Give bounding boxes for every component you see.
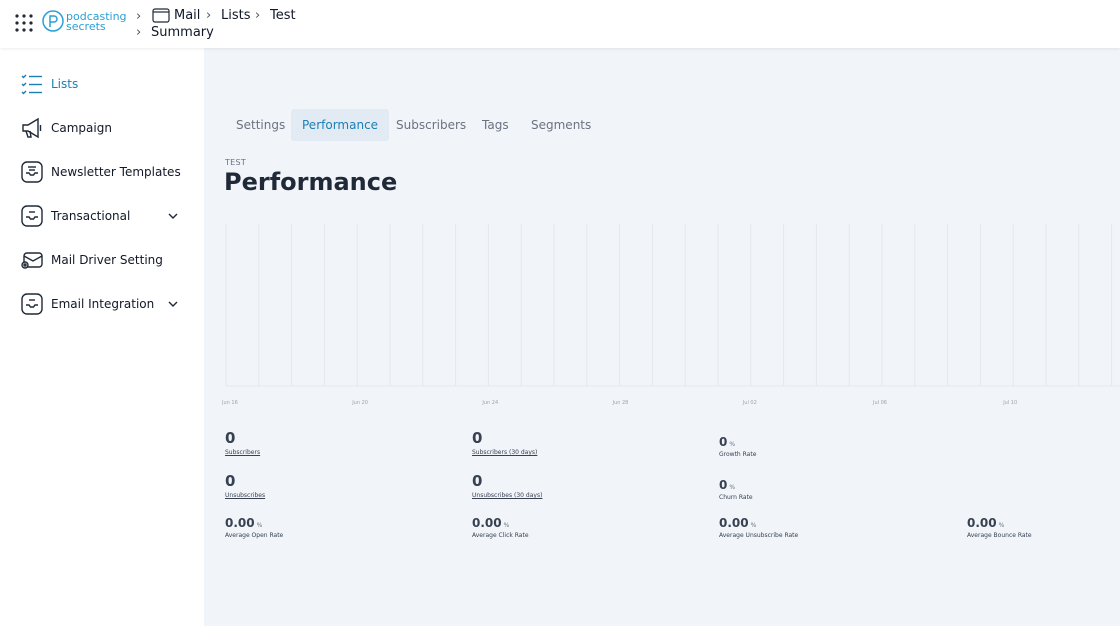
tab-tags[interactable]: Tags [482, 118, 509, 132]
x-tick-label: Jul 10 [1002, 400, 1017, 406]
stat-value: 0% [719, 479, 753, 491]
stat-caption: Average Click Rate [472, 532, 529, 539]
logo-text-podcasting: podcasting [66, 10, 127, 23]
page-title: Performance [224, 168, 398, 196]
tab-subscribers[interactable]: Subscribers [396, 118, 467, 132]
stat-average-click-rate: 0.00% Average Click Rate [472, 517, 529, 539]
sidebar-item-label: Mail Driver Setting [51, 253, 163, 267]
stat-value: 0% [719, 436, 756, 448]
stat-subscribers-30-days: 0 Subscribers (30 days) [472, 429, 538, 457]
stat-caption: Average Open Rate [225, 532, 284, 539]
mail-icon [152, 8, 170, 23]
stat-number: 0.00 [225, 516, 255, 530]
sidebar-item-label: Newsletter Templates [51, 165, 181, 179]
stat-value: 0 [472, 429, 483, 447]
stat-value: 0 [225, 472, 236, 490]
mail-driver-icon [21, 252, 43, 269]
chevron-down-icon[interactable] [168, 211, 178, 221]
stat-caption: Churn Rate [719, 494, 753, 501]
breadcrumb-mail[interactable]: Mail [174, 8, 201, 23]
stat-link-unsubscribes[interactable]: Unsubscribes [225, 492, 266, 499]
performance-chart: Jun 16 Jun 20 Jun 24 Jun 28 Jul 02 Jul 06 Jul … [222, 224, 1120, 406]
stat-caption: Average Unsubscribe Rate [719, 532, 799, 539]
inbox-icon [21, 205, 43, 227]
stat-unit: % [729, 441, 736, 448]
x-tick-label: Jun 24 [481, 400, 498, 406]
stat-link-subscribers[interactable]: Subscribers [225, 449, 261, 456]
breadcrumb-summary: Summary [151, 25, 214, 40]
stat-value: 0 [225, 429, 236, 447]
breadcrumb-lists[interactable]: Lists [221, 8, 251, 23]
inbox-icon [21, 293, 43, 315]
sidebar-item-label: Transactional [51, 209, 131, 223]
tab-settings[interactable]: Settings [236, 118, 286, 132]
stat-unit: % [750, 522, 757, 529]
stat-unit: % [256, 522, 263, 529]
chevron-right-icon: › [255, 8, 261, 23]
sidebar-item-newsletter-templates[interactable]: Newsletter Templates [20, 158, 190, 186]
breadcrumb-test[interactable]: Test [270, 8, 296, 23]
stat-caption: Average Bounce Rate [967, 532, 1032, 539]
x-tick-label: Jun 16 [222, 400, 238, 406]
sidebar-item-label: Email Integration [51, 297, 155, 311]
stat-average-unsubscribe-rate: 0.00% Average Unsubscribe Rate [719, 517, 798, 539]
x-tick-label: Jul 02 [742, 400, 757, 406]
megaphone-icon [22, 117, 42, 139]
logo-text-secrets: secrets [66, 20, 106, 33]
x-tick-label: Jul 06 [872, 400, 887, 406]
stat-unit: % [998, 522, 1005, 529]
stat-caption: Growth Rate [719, 451, 757, 458]
x-tick-label: Jun 28 [612, 400, 629, 406]
sidebar-item-transactional[interactable]: Transactional [20, 202, 190, 230]
sidebar-item-label: Lists [51, 77, 79, 91]
stat-value: 0.00% [967, 517, 1032, 529]
stat-unsubscribes-30-days: 0 Unsubscribes (30 days) [472, 472, 543, 500]
stat-value: 0.00% [225, 517, 283, 529]
chevron-right-icon: › [206, 8, 212, 23]
x-tick-label: Jun 20 [351, 400, 368, 406]
newsletter-template-icon [21, 161, 43, 183]
stat-average-bounce-rate: 0.00% Average Bounce Rate [967, 517, 1032, 539]
stat-unsubscribes: 0 Unsubscribes [225, 472, 266, 500]
stat-churn-rate: 0% Churn Rate [719, 479, 753, 501]
stat-subscribers: 0 Subscribers [225, 429, 261, 457]
podcasting-secrets-logo[interactable]: podcasting secrets [42, 8, 132, 34]
stat-number: 0.00 [967, 516, 997, 530]
stat-number: 0.00 [472, 516, 502, 530]
sidebar-item-lists[interactable]: Lists [20, 70, 190, 98]
stat-unit: % [729, 484, 736, 491]
top-bar: podcasting secrets › Mail › Lists › Test… [0, 0, 1120, 48]
stat-growth-rate: 0% Growth Rate [719, 436, 756, 458]
stat-value: 0.00% [719, 517, 798, 529]
stat-number: 0 [719, 435, 728, 449]
page-overline: TEST [225, 158, 247, 167]
sidebar-item-label: Campaign [51, 121, 112, 135]
chevron-down-icon[interactable] [168, 299, 178, 309]
tab-performance[interactable]: Performance [291, 109, 390, 141]
main-content: Settings Performance Subscribers Tags Se… [204, 48, 1120, 626]
sidebar-item-email-integration[interactable]: Email Integration [20, 290, 190, 318]
stat-value: 0 [472, 472, 483, 490]
chevron-right-icon: › [136, 9, 142, 24]
stat-link-unsubscribes-30-days[interactable]: Unsubscribes (30 days) [472, 492, 543, 499]
app-grid-icon[interactable] [15, 14, 33, 32]
chart-gridlines [225, 224, 1113, 386]
sidebar-item-mail-driver-setting[interactable]: Mail Driver Setting [20, 246, 190, 274]
stat-link-subscribers-30-days[interactable]: Subscribers (30 days) [472, 449, 538, 456]
stat-value: 0.00% [472, 517, 529, 529]
tab-segments[interactable]: Segments [531, 118, 592, 132]
sidebar-item-campaign[interactable]: Campaign [20, 114, 190, 142]
stat-number: 0 [719, 478, 728, 492]
sidebar: Lists Campaign Newsletter Templates Tran… [0, 48, 204, 626]
stat-average-open-rate: 0.00% Average Open Rate [225, 517, 283, 539]
stat-unit: % [503, 522, 510, 529]
logo-mark-icon: podcasting secrets [42, 10, 127, 33]
chevron-right-icon: › [136, 25, 142, 40]
list-icon [21, 74, 42, 95]
stat-number: 0.00 [719, 516, 749, 530]
